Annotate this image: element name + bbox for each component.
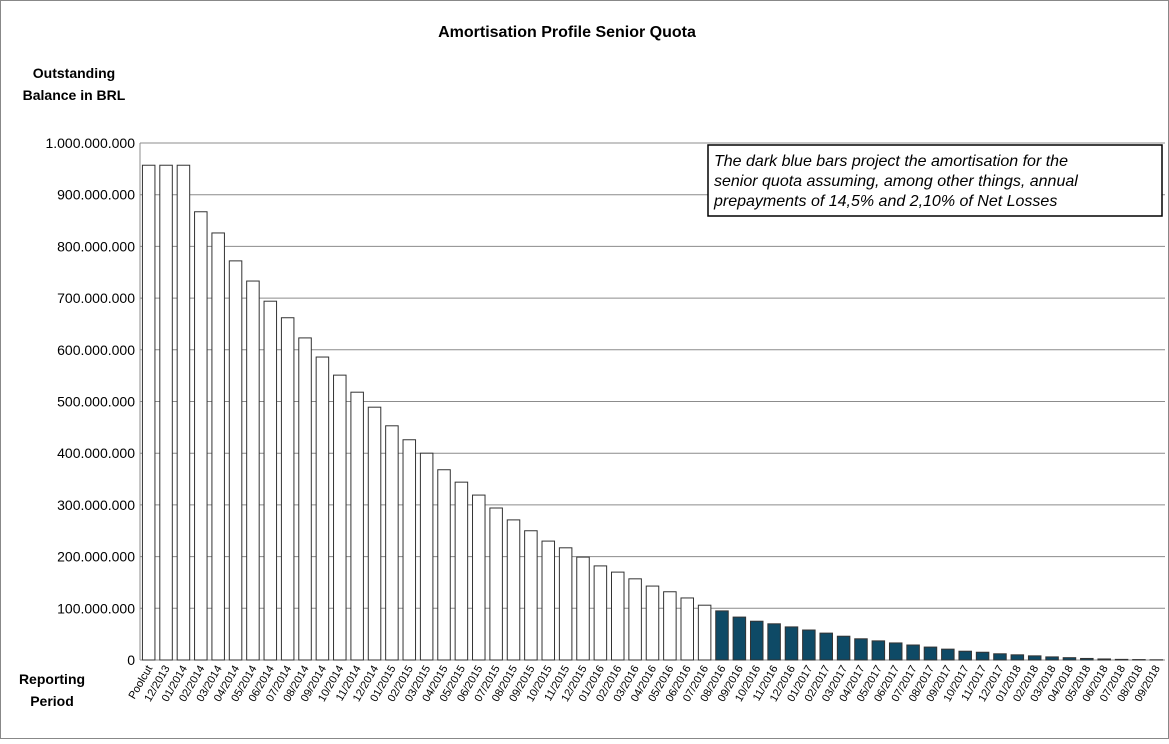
y-tick-label: 100.000.000	[57, 600, 135, 616]
bar	[229, 261, 242, 660]
bar	[264, 301, 277, 660]
x-axis-label: Reporting	[19, 671, 85, 687]
bar	[837, 636, 850, 660]
y-tick-label: 0	[127, 652, 135, 668]
bar	[1028, 656, 1041, 660]
bar	[403, 440, 416, 660]
x-axis-label: Period	[30, 693, 74, 709]
bar	[420, 453, 433, 660]
bar	[924, 647, 937, 660]
bar	[525, 531, 538, 660]
y-tick-label: 700.000.000	[57, 290, 135, 306]
bar	[142, 165, 155, 660]
bar	[612, 572, 625, 660]
bar	[247, 281, 260, 660]
bar	[281, 318, 294, 660]
bar	[664, 592, 677, 660]
bar	[681, 598, 694, 660]
bar	[820, 633, 833, 660]
bar	[646, 586, 659, 660]
bar	[907, 645, 920, 660]
bar	[559, 548, 572, 660]
bar	[855, 639, 868, 660]
bar	[594, 566, 607, 660]
bar	[698, 605, 711, 660]
bar	[959, 651, 972, 660]
bar	[785, 627, 798, 660]
chart-title: Amortisation Profile Senior Quota	[438, 24, 696, 41]
bar	[334, 375, 347, 660]
y-tick-label: 200.000.000	[57, 549, 135, 565]
bar	[316, 357, 329, 660]
bar	[577, 557, 590, 660]
bar	[386, 426, 399, 660]
bar	[490, 508, 503, 660]
bar	[212, 233, 225, 660]
bar	[195, 212, 208, 660]
bar	[768, 624, 781, 660]
y-tick-label: 1.000.000.000	[45, 135, 135, 151]
y-tick-label: 800.000.000	[57, 238, 135, 254]
y-tick-label: 300.000.000	[57, 497, 135, 513]
annotation-text: senior quota assuming, among other thing…	[714, 173, 1078, 190]
bar	[160, 165, 173, 660]
bar	[942, 649, 955, 660]
annotation-text: The dark blue bars project the amortisat…	[714, 153, 1068, 170]
bar	[299, 338, 312, 660]
bar	[716, 611, 729, 660]
bar	[1063, 658, 1076, 660]
y-tick-label: 400.000.000	[57, 445, 135, 461]
bar	[976, 652, 989, 660]
bar	[1081, 658, 1094, 660]
bar	[351, 392, 364, 660]
bar	[368, 407, 381, 660]
bar	[733, 617, 746, 660]
bar	[455, 482, 468, 660]
bar	[994, 654, 1007, 660]
annotation-text: prepayments of 14,5% and 2,10% of Net Lo…	[713, 193, 1057, 210]
bar	[542, 541, 555, 660]
bar	[1046, 657, 1059, 660]
bar	[507, 520, 520, 660]
bar	[438, 470, 451, 660]
bar	[473, 495, 486, 660]
bar	[1115, 659, 1128, 660]
bar	[872, 641, 885, 660]
bar	[629, 579, 642, 660]
y-axis-label: Outstanding	[33, 65, 115, 81]
bar	[750, 621, 763, 660]
y-tick-label: 500.000.000	[57, 394, 135, 410]
bar	[803, 630, 816, 660]
bar	[889, 643, 902, 660]
y-tick-label: 900.000.000	[57, 187, 135, 203]
bar	[1098, 659, 1111, 660]
bar	[177, 165, 190, 660]
y-axis-label: Balance in BRL	[23, 87, 126, 103]
bar	[1011, 655, 1024, 660]
y-tick-label: 600.000.000	[57, 342, 135, 358]
